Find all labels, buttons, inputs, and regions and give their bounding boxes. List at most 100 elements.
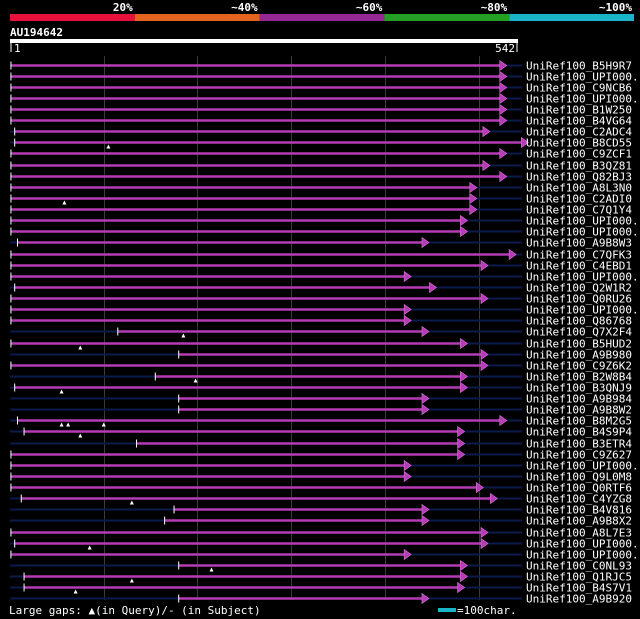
hit-label[interactable]: UniRef100_C9NCB6 bbox=[526, 82, 632, 95]
hit-row[interactable]: UniRef100_B8M2G5 bbox=[10, 415, 632, 428]
hit-label[interactable]: UniRef100_B3QZ81 bbox=[526, 160, 632, 173]
hit-row[interactable]: UniRef100_B5H9R7 bbox=[10, 60, 632, 73]
hit-label[interactable]: UniRef100_UPI000... bbox=[526, 549, 640, 562]
hit-row[interactable]: UniRef100_Q9L0M8 bbox=[10, 471, 632, 484]
hit-row[interactable]: UniRef100_C2ADC4 bbox=[10, 126, 632, 139]
hit-row[interactable]: UniRef100_B3QZ81 bbox=[10, 160, 632, 173]
hit-list: UniRef100_B5H9R7UniRef100_UPI000...UniRe… bbox=[10, 60, 640, 606]
hit-row[interactable]: UniRef100_B8CD55 bbox=[10, 137, 632, 150]
hit-label[interactable]: UniRef100_B2W8B4 bbox=[526, 371, 632, 384]
hit-label[interactable]: UniRef100_C4EBD1 bbox=[526, 260, 632, 273]
hit-label[interactable]: UniRef100_B4V816 bbox=[526, 504, 632, 517]
hit-label[interactable]: UniRef100_Q82BJ3 bbox=[526, 171, 632, 184]
hit-row[interactable]: UniRef100_C9Z6K2 bbox=[10, 360, 632, 373]
hit-label[interactable]: UniRef100_UPI000... bbox=[526, 538, 640, 551]
hit-label[interactable]: UniRef100_A8L7E3 bbox=[526, 527, 632, 540]
hit-label[interactable]: UniRef100_C9Z627 bbox=[526, 449, 632, 462]
hit-row[interactable]: UniRef100_C0NL93 bbox=[10, 560, 632, 573]
hit-row[interactable]: UniRef100_C7QFK3 bbox=[10, 249, 632, 262]
hit-row[interactable]: UniRef100_A8L3N0 bbox=[10, 182, 632, 195]
hit-label[interactable]: UniRef100_UPI000... bbox=[526, 71, 640, 84]
hit-label[interactable]: UniRef100_B8M2G5 bbox=[526, 415, 632, 428]
hit-label[interactable]: UniRef100_UPI000... bbox=[526, 271, 640, 284]
hit-row[interactable]: UniRef100_B4S7V1 bbox=[10, 582, 632, 595]
hit-label[interactable]: UniRef100_B1W250 bbox=[526, 104, 632, 117]
query-gap-marker bbox=[78, 345, 83, 350]
hit-label[interactable]: UniRef100_B3QNJ9 bbox=[526, 382, 632, 395]
hit-label[interactable]: UniRef100_B4VG64 bbox=[526, 115, 632, 128]
hit-label[interactable]: UniRef100_Q0RU26 bbox=[526, 293, 632, 306]
hit-label[interactable]: UniRef100_B3ETR4 bbox=[526, 438, 632, 451]
hit-label[interactable]: UniRef100_A9B8X2 bbox=[526, 515, 632, 528]
hit-row[interactable]: UniRef100_A9B8W2 bbox=[10, 404, 632, 417]
hit-row[interactable]: UniRef100_Q7X2F4 bbox=[10, 326, 632, 339]
hit-row[interactable]: UniRef100_Q82BJ3 bbox=[10, 171, 632, 184]
hit-label[interactable]: UniRef100_A9B8W3 bbox=[526, 237, 632, 250]
hit-row[interactable]: UniRef100_C9NCB6 bbox=[10, 82, 632, 95]
hit-row[interactable]: UniRef100_UPI000... bbox=[10, 538, 640, 551]
hit-label[interactable]: UniRef100_Q1RJC5 bbox=[526, 571, 632, 584]
hit-row[interactable]: UniRef100_UPI000... bbox=[10, 226, 640, 239]
hit-row[interactable]: UniRef100_C2ADI0 bbox=[10, 193, 632, 206]
hit-label[interactable]: UniRef100_A9B980 bbox=[526, 349, 632, 362]
hit-row[interactable]: UniRef100_UPI000... bbox=[10, 460, 640, 473]
hit-row[interactable]: UniRef100_B5HUD2 bbox=[10, 338, 632, 351]
hit-row[interactable]: UniRef100_B4V816 bbox=[10, 504, 632, 517]
hit-row[interactable]: UniRef100_A9B8X2 bbox=[10, 515, 632, 528]
hit-row[interactable]: UniRef100_C9ZCF1 bbox=[10, 148, 632, 161]
hit-label[interactable]: UniRef100_Q2W1R2 bbox=[526, 282, 632, 295]
hit-row[interactable]: UniRef100_UPI000... bbox=[10, 71, 640, 84]
hit-label[interactable]: UniRef100_UPI000... bbox=[526, 460, 640, 473]
hit-row[interactable]: UniRef100_A8L7E3 bbox=[10, 527, 632, 540]
hit-row[interactable]: UniRef100_C4EBD1 bbox=[10, 260, 632, 273]
hit-label[interactable]: UniRef100_B4S9P4 bbox=[526, 426, 632, 439]
hit-label[interactable]: UniRef100_Q86768 bbox=[526, 315, 632, 328]
hit-label[interactable]: UniRef100_C4YZG8 bbox=[526, 493, 632, 506]
hit-label[interactable]: UniRef100_Q9L0M8 bbox=[526, 471, 632, 484]
hit-row[interactable]: UniRef100_Q0RTF6 bbox=[10, 482, 632, 495]
hit-row[interactable]: UniRef100_UPI000... bbox=[10, 271, 640, 284]
hit-label[interactable]: UniRef100_Q0RTF6 bbox=[526, 482, 632, 495]
hit-label[interactable]: UniRef100_UPI000... bbox=[526, 215, 640, 228]
hit-label[interactable]: UniRef100_B8CD55 bbox=[526, 137, 632, 150]
hit-label[interactable]: UniRef100_A9B920 bbox=[526, 593, 632, 606]
hit-label[interactable]: UniRef100_C7Q1Y4 bbox=[526, 204, 632, 217]
hit-row[interactable]: UniRef100_B1W250 bbox=[10, 104, 632, 117]
hit-row[interactable]: UniRef100_C9Z627 bbox=[10, 449, 632, 462]
hit-label[interactable]: UniRef100_C2ADI0 bbox=[526, 193, 632, 206]
hit-row[interactable]: UniRef100_B4S9P4 bbox=[10, 426, 632, 439]
hit-label[interactable]: UniRef100_C2ADC4 bbox=[526, 126, 632, 139]
hit-row[interactable]: UniRef100_Q2W1R2 bbox=[10, 282, 632, 295]
hit-row[interactable]: UniRef100_B3ETR4 bbox=[10, 438, 632, 451]
hit-label[interactable]: UniRef100_C7QFK3 bbox=[526, 249, 632, 262]
hit-label[interactable]: UniRef100_B5HUD2 bbox=[526, 338, 632, 351]
hit-label[interactable]: UniRef100_Q7X2F4 bbox=[526, 326, 632, 339]
hit-row[interactable]: UniRef100_C7Q1Y4 bbox=[10, 204, 632, 217]
hit-row[interactable]: UniRef100_A9B980 bbox=[10, 349, 632, 362]
hit-label[interactable]: UniRef100_C9Z6K2 bbox=[526, 360, 632, 373]
hit-row[interactable]: UniRef100_B3QNJ9 bbox=[10, 382, 632, 395]
hit-row[interactable]: UniRef100_UPI000... bbox=[10, 549, 640, 562]
hit-label[interactable]: UniRef100_B5H9R7 bbox=[526, 60, 632, 73]
hit-row[interactable]: UniRef100_Q0RU26 bbox=[10, 293, 632, 306]
hit-row[interactable]: UniRef100_Q86768 bbox=[10, 315, 632, 328]
hit-row[interactable]: UniRef100_A9B920 bbox=[10, 593, 632, 606]
hit-label[interactable]: UniRef100_B4S7V1 bbox=[526, 582, 632, 595]
hit-row[interactable]: UniRef100_A9B984 bbox=[10, 393, 632, 406]
hit-label[interactable]: UniRef100_UPI000... bbox=[526, 304, 640, 317]
hit-row[interactable]: UniRef100_C4YZG8 bbox=[10, 493, 632, 506]
hit-row[interactable]: UniRef100_UPI000... bbox=[10, 304, 640, 317]
hit-label[interactable]: UniRef100_A9B8W2 bbox=[526, 404, 632, 417]
hit-row[interactable]: UniRef100_UPI000... bbox=[10, 93, 640, 106]
hit-label[interactable]: UniRef100_C0NL93 bbox=[526, 560, 632, 573]
hit-label[interactable]: UniRef100_A9B984 bbox=[526, 393, 632, 406]
hit-row[interactable]: UniRef100_B4VG64 bbox=[10, 115, 632, 128]
hit-row[interactable]: UniRef100_B2W8B4 bbox=[10, 371, 632, 384]
hit-label[interactable]: UniRef100_UPI000... bbox=[526, 226, 640, 239]
hit-row[interactable]: UniRef100_A9B8W3 bbox=[10, 237, 632, 250]
hit-label[interactable]: UniRef100_UPI000... bbox=[526, 93, 640, 106]
hit-label[interactable]: UniRef100_A8L3N0 bbox=[526, 182, 632, 195]
hit-label[interactable]: UniRef100_C9ZCF1 bbox=[526, 148, 632, 161]
hit-row[interactable]: UniRef100_Q1RJC5 bbox=[10, 571, 632, 584]
hit-row[interactable]: UniRef100_UPI000... bbox=[10, 215, 640, 228]
